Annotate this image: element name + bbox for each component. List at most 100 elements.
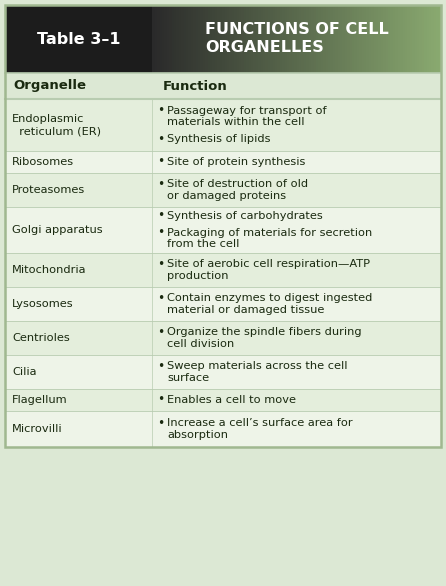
Bar [246, 5, 248, 73]
Bar [338, 5, 340, 73]
Bar [374, 5, 376, 73]
Bar [431, 5, 434, 73]
Bar [294, 5, 297, 73]
Bar [357, 5, 359, 73]
Bar [162, 5, 165, 73]
Bar [5, 151, 441, 173]
Bar [251, 5, 253, 73]
Bar [227, 5, 229, 73]
Text: from the cell: from the cell [167, 239, 240, 250]
Text: Passageway for transport of: Passageway for transport of [167, 105, 327, 115]
Bar [193, 5, 196, 73]
Bar [189, 5, 191, 73]
Bar [383, 5, 386, 73]
Bar [232, 5, 234, 73]
Bar [362, 5, 364, 73]
Bar [165, 5, 167, 73]
Bar [153, 5, 155, 73]
Text: Cilia: Cilia [12, 367, 37, 377]
Bar [241, 5, 244, 73]
Text: Sweep materials across the cell: Sweep materials across the cell [167, 361, 348, 372]
Bar [5, 321, 441, 355]
Bar [434, 5, 436, 73]
Bar [311, 5, 314, 73]
Bar [414, 5, 417, 73]
Bar [314, 5, 316, 73]
Bar [282, 5, 285, 73]
Text: Site of destruction of old: Site of destruction of old [167, 179, 309, 189]
Text: Centrioles: Centrioles [12, 333, 70, 343]
Bar [5, 173, 441, 207]
Bar [285, 5, 287, 73]
Bar [371, 5, 374, 73]
Bar [304, 5, 306, 73]
Bar [410, 5, 412, 73]
Bar [400, 5, 403, 73]
Bar [419, 5, 422, 73]
Text: Increase a cell’s surface area for: Increase a cell’s surface area for [167, 418, 353, 428]
Bar [244, 5, 246, 73]
Text: Proteasomes: Proteasomes [12, 185, 85, 195]
Bar [436, 5, 438, 73]
Bar [268, 5, 270, 73]
Text: or damaged proteins: or damaged proteins [167, 191, 286, 201]
Bar [196, 5, 198, 73]
Bar [155, 5, 157, 73]
Bar [287, 5, 289, 73]
Text: FUNCTIONS OF CELL
ORGANELLES: FUNCTIONS OF CELL ORGANELLES [205, 22, 388, 56]
Text: •: • [157, 360, 165, 373]
Bar [347, 5, 350, 73]
Bar [212, 5, 215, 73]
Bar [273, 5, 275, 73]
Bar [412, 5, 414, 73]
Bar [299, 5, 301, 73]
Text: Synthesis of lipids: Synthesis of lipids [167, 134, 271, 144]
Text: Contain enzymes to digest ingested: Contain enzymes to digest ingested [167, 293, 373, 303]
Bar [379, 5, 381, 73]
Bar [330, 5, 333, 73]
Bar [403, 5, 405, 73]
Text: Flagellum: Flagellum [12, 395, 68, 405]
Bar [280, 5, 282, 73]
Bar [174, 5, 177, 73]
Bar [5, 411, 441, 447]
Bar [297, 5, 299, 73]
Text: Microvilli: Microvilli [12, 424, 62, 434]
Bar [309, 5, 311, 73]
Bar [210, 5, 212, 73]
Bar [248, 5, 251, 73]
Bar [263, 5, 265, 73]
Bar [424, 5, 426, 73]
Text: cell division: cell division [167, 339, 235, 349]
Bar [5, 389, 441, 411]
Bar [359, 5, 362, 73]
Bar [381, 5, 383, 73]
Bar [224, 5, 227, 73]
Bar [289, 5, 292, 73]
Text: absorption: absorption [167, 430, 228, 440]
Bar [172, 5, 174, 73]
Text: •: • [157, 292, 165, 305]
Bar [321, 5, 323, 73]
Text: Lysosomes: Lysosomes [12, 299, 74, 309]
Text: production: production [167, 271, 229, 281]
Text: •: • [157, 258, 165, 271]
Bar [376, 5, 379, 73]
Bar [393, 5, 395, 73]
Bar [157, 5, 160, 73]
Bar [260, 5, 263, 73]
Text: Mitochondria: Mitochondria [12, 265, 87, 275]
Text: •: • [157, 394, 165, 407]
Bar [5, 73, 441, 99]
Bar [258, 5, 260, 73]
Bar [217, 5, 220, 73]
Bar [229, 5, 232, 73]
Bar [407, 5, 410, 73]
Bar [340, 5, 343, 73]
Text: •: • [157, 178, 165, 191]
Bar [405, 5, 407, 73]
Text: Site of aerobic cell respiration—ATP: Site of aerobic cell respiration—ATP [167, 259, 370, 269]
Bar [364, 5, 367, 73]
Bar [236, 5, 239, 73]
Bar [388, 5, 391, 73]
